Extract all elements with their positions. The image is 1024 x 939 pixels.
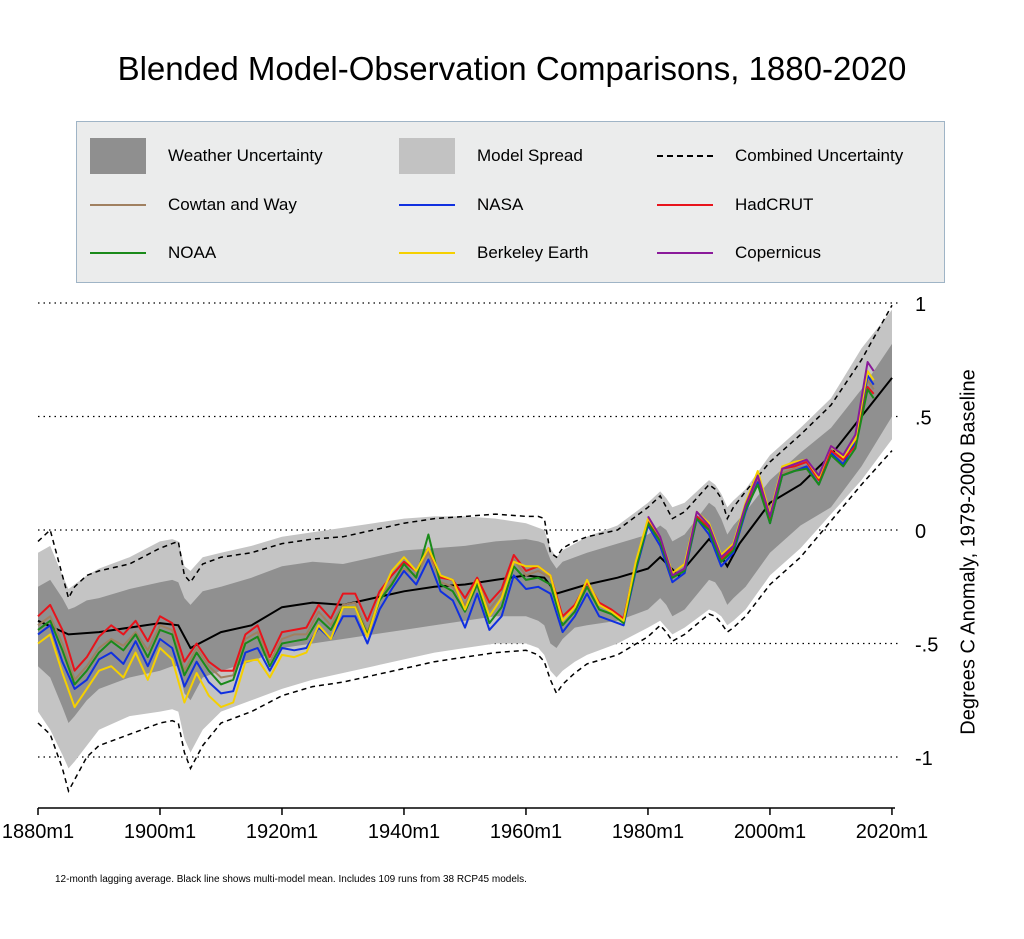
legend-label-copernicus: Copernicus bbox=[735, 243, 821, 262]
legend-item-hadcrut: HadCRUT bbox=[657, 187, 813, 223]
x-tick-label: 1960m1 bbox=[490, 821, 562, 843]
legend-swatch-model bbox=[399, 138, 455, 174]
series-line-noaa bbox=[37, 388, 875, 686]
legend-item-model: Model Spread bbox=[399, 138, 583, 174]
legend-item-weather: Weather Uncertainty bbox=[90, 138, 323, 174]
x-tick-label: 1980m1 bbox=[612, 821, 684, 843]
chart-title: Blended Model-Observation Comparisons, 1… bbox=[117, 50, 907, 87]
legend-item-combined: Combined Uncertainty bbox=[657, 138, 903, 174]
x-tick-label: 1900m1 bbox=[124, 821, 196, 843]
legend-swatch-cowtan bbox=[90, 187, 146, 223]
legend-item-copernicus: Copernicus bbox=[657, 235, 821, 271]
series-line-copernicus bbox=[647, 361, 875, 577]
footnote: 12-month lagging average. Black line sho… bbox=[55, 874, 527, 885]
weather-uncertainty-band bbox=[38, 343, 892, 723]
legend-label-berkeley: Berkeley Earth bbox=[477, 243, 589, 262]
legend-swatch-nasa bbox=[399, 187, 455, 223]
legend-swatch-noaa bbox=[90, 235, 146, 271]
y-tick-label: 0 bbox=[915, 521, 926, 543]
legend: Weather Uncertainty Model Spread Combined … bbox=[76, 121, 945, 283]
legend-swatch-copernicus bbox=[657, 235, 713, 271]
x-tick-label: 2000m1 bbox=[734, 821, 806, 843]
legend-label-noaa: NOAA bbox=[168, 243, 217, 262]
legend-swatch-hadcrut bbox=[657, 187, 713, 223]
legend-item-berkeley: Berkeley Earth bbox=[399, 235, 589, 271]
x-tick-label: 1940m1 bbox=[368, 821, 440, 843]
legend-label-weather: Weather Uncertainty bbox=[168, 146, 323, 165]
x-tick-label: 1880m1 bbox=[2, 821, 74, 843]
x-tick-label: 2020m1 bbox=[856, 821, 928, 843]
y-tick-label: -.5 bbox=[915, 635, 938, 657]
x-tick-label: 1920m1 bbox=[246, 821, 318, 843]
legend-label-nasa: NASA bbox=[477, 195, 524, 214]
legend-swatch-berkeley bbox=[399, 235, 455, 271]
combined-uncertainty-lower bbox=[37, 450, 893, 794]
legend-label-model: Model Spread bbox=[477, 146, 583, 165]
legend-label-cowtan: Cowtan and Way bbox=[168, 195, 297, 214]
y-tick-label: -1 bbox=[915, 748, 933, 770]
y-tick-label: 1 bbox=[915, 294, 926, 316]
y-tick-label: .5 bbox=[915, 408, 932, 430]
legend-item-noaa: NOAA bbox=[90, 235, 216, 271]
legend-label-combined: Combined Uncertainty bbox=[735, 146, 904, 165]
legend-item-nasa: NASA bbox=[399, 187, 523, 223]
legend-label-hadcrut: HadCRUT bbox=[735, 195, 814, 214]
legend-swatch-combined bbox=[657, 138, 713, 174]
legend-swatch-weather bbox=[90, 138, 146, 174]
legend-item-cowtan: Cowtan and Way bbox=[90, 187, 297, 223]
y-axis-label: Degrees C Anomaly, 1979-2000 Baseline bbox=[957, 369, 980, 735]
